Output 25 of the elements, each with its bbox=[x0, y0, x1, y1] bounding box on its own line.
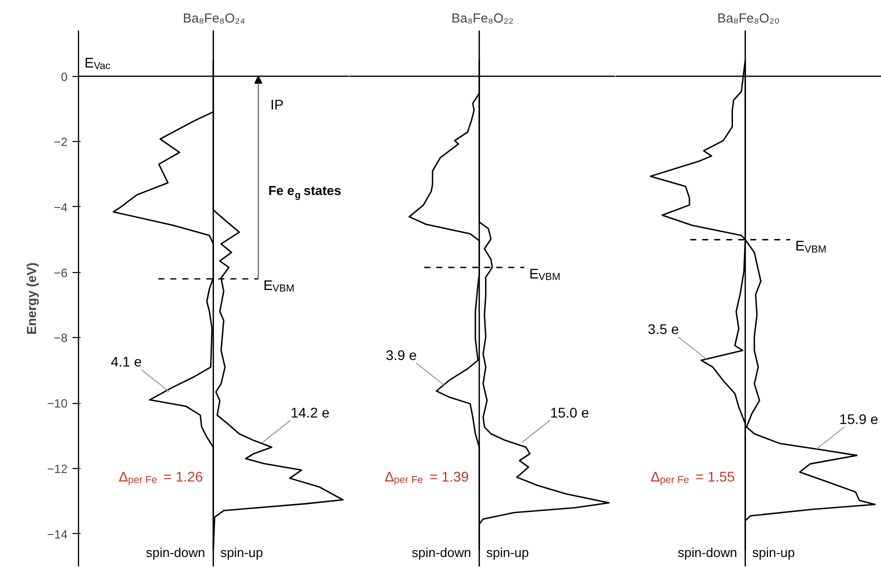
annotation: 15.9 e bbox=[839, 410, 878, 427]
chart-title: Ba₈Fe₈O₂₀ bbox=[717, 10, 780, 26]
annotation: 15.0 e bbox=[550, 404, 590, 420]
series-label: spin-down bbox=[412, 545, 472, 560]
y-tick-label: −12 bbox=[47, 462, 68, 476]
annotation: 4.1 e bbox=[110, 354, 142, 370]
annotation: 3.9 e bbox=[386, 347, 418, 364]
y-tick-label: −8 bbox=[54, 331, 68, 346]
chart-title: Ba₈Fe₈O₂₂ bbox=[451, 10, 514, 26]
annotation: IP bbox=[270, 96, 284, 112]
y-axis-title: Energy (eV) bbox=[24, 262, 40, 335]
y-tick-label: −14 bbox=[47, 527, 68, 542]
chart-title: Ba₈Fe₈O₂₄ bbox=[182, 10, 246, 26]
y-tick-label: 0 bbox=[60, 70, 68, 84]
series-label: spin-down bbox=[678, 545, 738, 560]
annotation: 3.5 e bbox=[648, 320, 680, 337]
series-label: spin-up bbox=[752, 545, 795, 560]
y-tick-label: −4 bbox=[54, 200, 68, 214]
y-tick-label: −10 bbox=[47, 396, 68, 411]
series-label: spin-down bbox=[146, 545, 206, 560]
annotation: 14.2 e bbox=[290, 404, 330, 420]
series-label: spin-up bbox=[220, 545, 263, 560]
series-label: spin-up bbox=[486, 545, 529, 560]
y-tick-label: −2 bbox=[54, 135, 68, 150]
y-tick-label: −6 bbox=[54, 266, 68, 280]
